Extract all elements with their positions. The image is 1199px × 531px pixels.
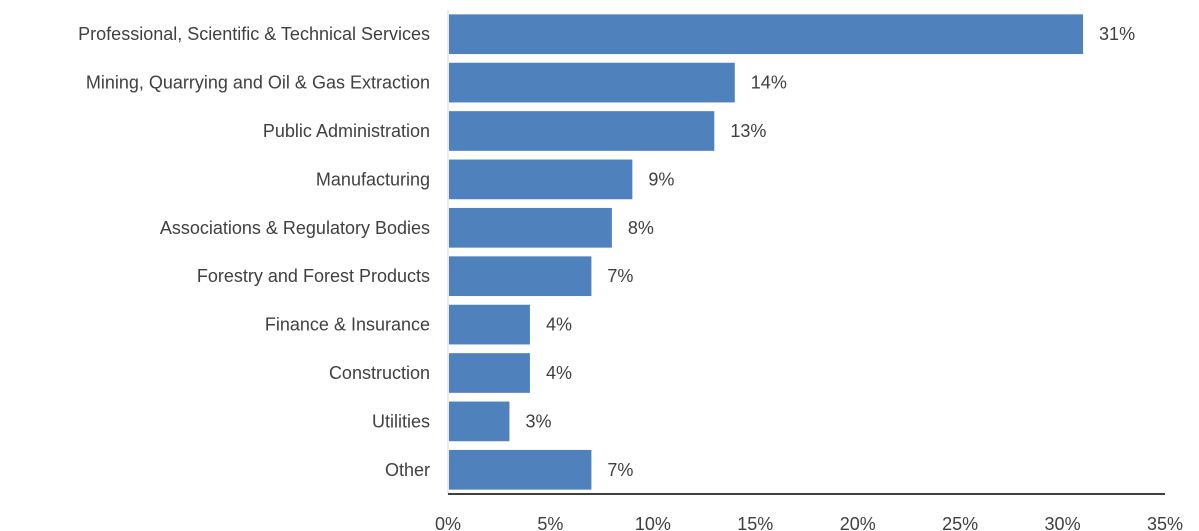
x-tick-label: 10% — [635, 514, 671, 531]
bar — [449, 449, 592, 490]
value-label: 3% — [525, 411, 551, 431]
category-label: Other — [385, 460, 430, 480]
category-labels-group: Professional, Scientific & Technical Ser… — [78, 24, 430, 480]
value-label: 13% — [730, 121, 766, 141]
bar — [449, 401, 510, 442]
category-label: Utilities — [372, 411, 430, 431]
value-label: 8% — [628, 218, 654, 238]
x-tick-label: 0% — [435, 514, 461, 531]
x-tick-label: 35% — [1147, 514, 1183, 531]
category-label: Manufacturing — [316, 169, 430, 189]
category-label: Construction — [329, 363, 430, 383]
value-label: 31% — [1099, 24, 1135, 44]
value-label: 7% — [607, 266, 633, 286]
category-label: Professional, Scientific & Technical Ser… — [78, 24, 430, 44]
value-label: 4% — [546, 363, 572, 383]
bar — [449, 256, 592, 297]
bars-group — [449, 14, 1084, 490]
bar — [449, 353, 530, 393]
bar — [449, 111, 715, 151]
value-label: 9% — [648, 169, 674, 189]
bar — [449, 159, 633, 200]
bar — [449, 207, 612, 248]
category-label: Public Administration — [263, 121, 430, 141]
value-label: 14% — [751, 73, 787, 93]
bar — [449, 14, 1084, 55]
category-label: Mining, Quarrying and Oil & Gas Extracti… — [86, 73, 430, 93]
x-tick-label: 15% — [737, 514, 773, 531]
x-tick-label: 25% — [942, 514, 978, 531]
x-tick-label: 30% — [1045, 514, 1081, 531]
bar — [449, 304, 530, 345]
category-label: Finance & Insurance — [265, 315, 430, 335]
value-label: 7% — [607, 460, 633, 480]
x-tick-label: 5% — [537, 514, 563, 531]
bar — [449, 62, 735, 103]
x-tick-label: 20% — [840, 514, 876, 531]
category-label: Forestry and Forest Products — [197, 266, 430, 286]
category-label: Associations & Regulatory Bodies — [160, 218, 430, 238]
value-labels-group: 31% 14% 13% 9% 8% 7% 4% 4% 3% 7% — [525, 24, 1135, 480]
x-tick-labels-group: 0% 5% 10% 15% 20% 25% 30% 35% — [435, 514, 1183, 531]
value-label: 4% — [546, 315, 572, 335]
